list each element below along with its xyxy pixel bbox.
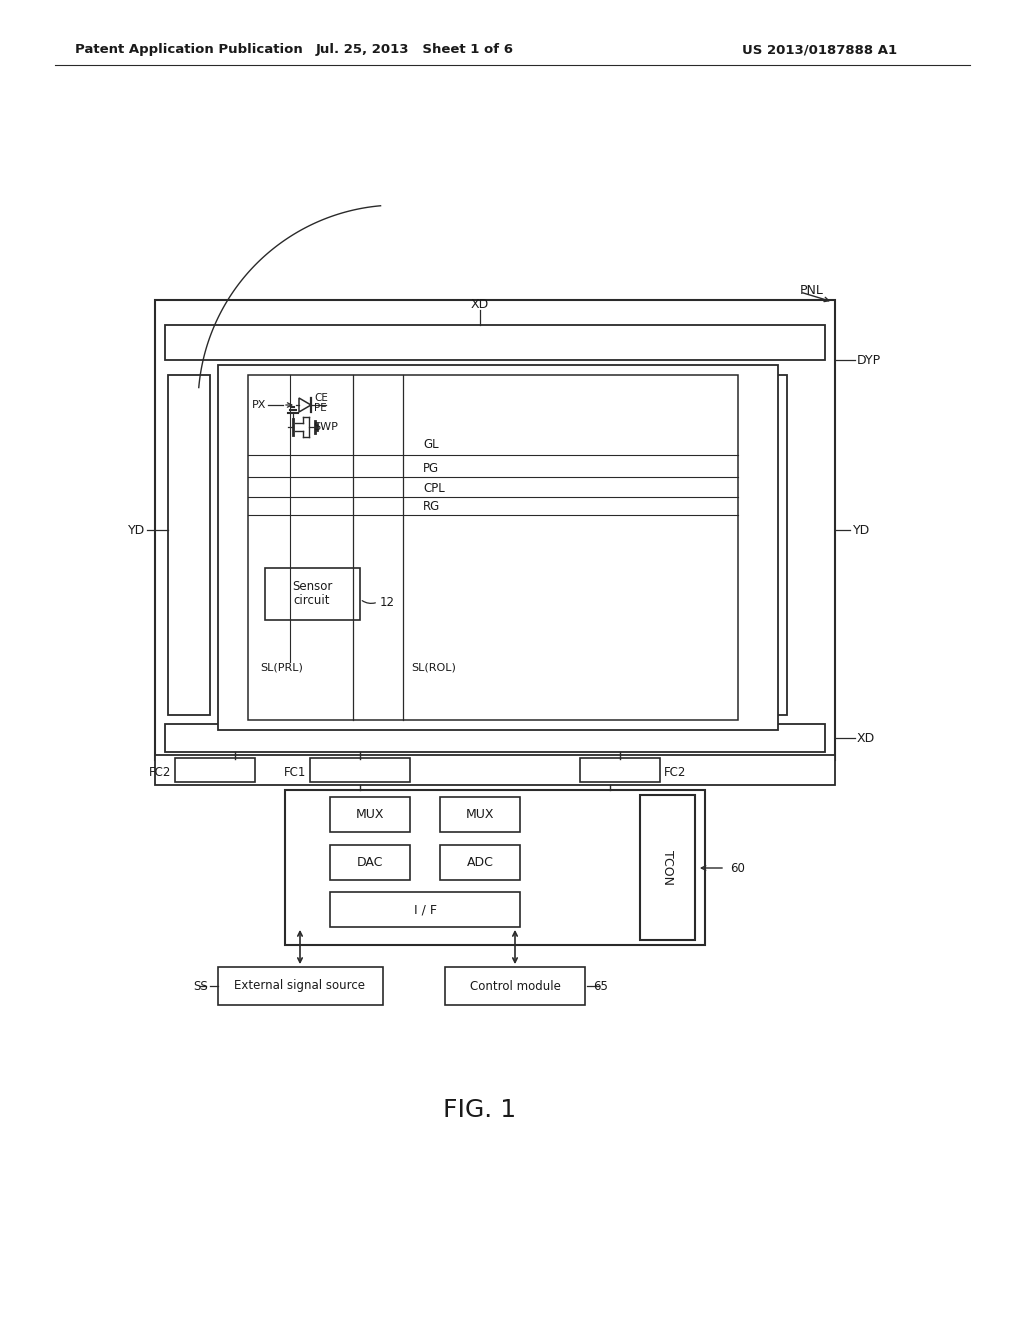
Bar	[265, 568, 360, 620]
Bar	[165, 723, 825, 752]
Bar	[330, 797, 410, 832]
Bar	[155, 755, 835, 785]
Text: FC1: FC1	[284, 766, 306, 779]
Text: FIG. 1: FIG. 1	[443, 1098, 516, 1122]
Text: PG: PG	[423, 462, 439, 475]
Bar	[155, 300, 835, 760]
Text: SWP: SWP	[313, 422, 338, 432]
Bar	[330, 892, 520, 927]
Text: Jul. 25, 2013   Sheet 1 of 6: Jul. 25, 2013 Sheet 1 of 6	[316, 44, 514, 57]
Text: XD: XD	[471, 298, 489, 312]
Text: Patent Application Publication: Patent Application Publication	[75, 44, 303, 57]
Text: I / F: I / F	[414, 903, 436, 916]
Bar	[218, 366, 778, 730]
Text: External signal source: External signal source	[234, 979, 366, 993]
Bar	[218, 968, 383, 1005]
Bar	[640, 795, 695, 940]
Text: US 2013/0187888 A1: US 2013/0187888 A1	[742, 44, 898, 57]
Text: XD: XD	[857, 731, 876, 744]
Bar	[285, 789, 705, 945]
Text: circuit: circuit	[294, 594, 331, 607]
Bar	[440, 797, 520, 832]
Text: GL: GL	[423, 438, 438, 451]
Text: FC2: FC2	[664, 766, 686, 779]
Bar	[330, 845, 410, 880]
Text: MUX: MUX	[466, 808, 495, 821]
Text: ADC: ADC	[467, 857, 494, 870]
Bar	[165, 325, 825, 360]
Bar	[175, 758, 255, 781]
Text: DYP: DYP	[857, 354, 881, 367]
Text: 60: 60	[730, 862, 744, 874]
Bar	[440, 845, 520, 880]
Bar	[248, 375, 738, 719]
Text: PE: PE	[314, 403, 327, 413]
Bar	[445, 968, 585, 1005]
Text: SL(PRL): SL(PRL)	[260, 663, 303, 673]
Text: CE: CE	[314, 393, 328, 403]
Text: 12: 12	[380, 595, 395, 609]
Text: PNL: PNL	[800, 284, 824, 297]
Text: PX: PX	[252, 400, 266, 411]
Text: Sensor: Sensor	[292, 581, 332, 594]
Text: RG: RG	[423, 500, 440, 513]
Text: 65: 65	[593, 979, 608, 993]
Text: CPL: CPL	[423, 483, 444, 495]
Text: SS: SS	[194, 979, 208, 993]
Bar	[168, 375, 210, 715]
Text: YD: YD	[128, 524, 145, 536]
Text: TCON: TCON	[660, 850, 674, 886]
Bar	[745, 375, 787, 715]
Text: DAC: DAC	[356, 857, 383, 870]
Bar	[310, 758, 410, 781]
Text: SL(ROL): SL(ROL)	[411, 663, 456, 673]
Text: MUX: MUX	[355, 808, 384, 821]
Text: YD: YD	[853, 524, 870, 536]
Bar	[580, 758, 660, 781]
Text: Control module: Control module	[470, 979, 560, 993]
Text: FC2: FC2	[148, 766, 171, 779]
